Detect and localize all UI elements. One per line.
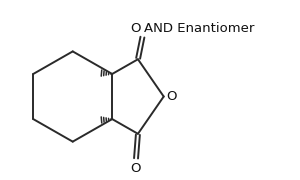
Text: O: O [130,22,141,35]
Text: AND Enantiomer: AND Enantiomer [144,22,254,35]
Text: O: O [167,90,177,103]
Text: O: O [131,162,141,175]
